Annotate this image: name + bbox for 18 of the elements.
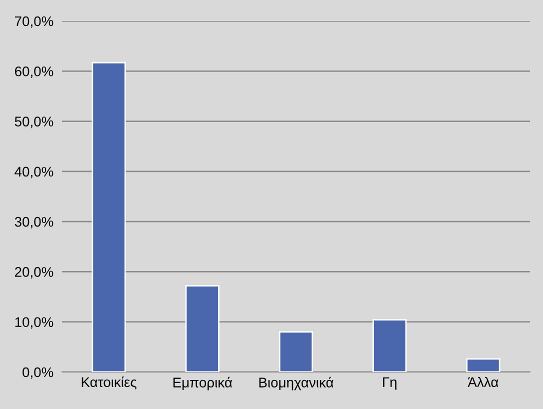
y-tick-label: 60,0% <box>14 66 54 78</box>
bar <box>278 331 314 372</box>
bar <box>372 319 407 372</box>
x-tick-label: Γη <box>383 377 396 390</box>
y-tick-label: 50,0% <box>14 116 54 128</box>
y-tick-label: 10,0% <box>15 317 54 329</box>
bar <box>92 62 126 372</box>
y-tick-label: 0,0% <box>22 367 54 379</box>
y-tick-label: 70,0% <box>15 16 54 28</box>
y-tick-label: 30,0% <box>14 216 54 228</box>
y-tick-label: 20,0% <box>14 267 54 279</box>
y-tick-label: 40,0% <box>14 166 54 178</box>
bar <box>185 285 220 372</box>
x-tick-label: Βιομηχανικά <box>259 376 334 390</box>
x-tick-label: Εμπορικά <box>173 376 232 390</box>
x-tick-label: Κατοικίες <box>82 376 136 390</box>
bar <box>466 358 500 372</box>
x-tick-label: Άλλα <box>468 376 498 388</box>
